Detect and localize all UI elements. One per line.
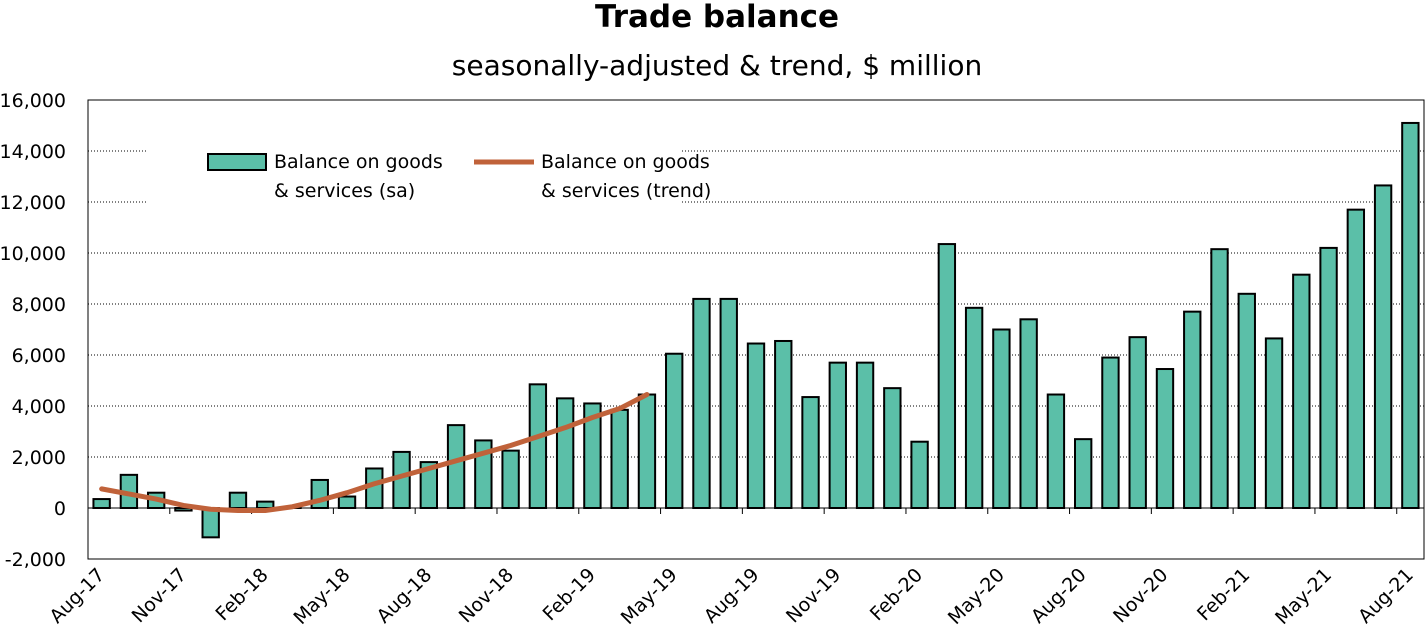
bar-Feb-21 <box>1237 292 1256 509</box>
bar-Jan-21 <box>1210 248 1229 509</box>
plot-area-frame <box>87 99 1425 560</box>
bar-Dec-20 <box>1183 310 1202 509</box>
bar-Nov-19 <box>828 361 847 509</box>
x-tick-label: Aug-17 <box>45 564 109 628</box>
bar-Nov-18 <box>501 449 520 510</box>
bar-Apr-19 <box>637 393 657 509</box>
y-tick-label: 0 <box>54 498 66 520</box>
chart-title: Trade balance <box>595 0 839 35</box>
x-tick-label: May-19 <box>617 564 682 629</box>
bar-May-20 <box>992 328 1011 509</box>
x-tick-label: Nov-20 <box>1109 564 1172 627</box>
x-axis-labels: Aug-17 Nov-17 Feb-18 May-18 Aug-18 Nov-18 Feb-… <box>45 564 1417 629</box>
x-tick-label: Aug-18 <box>373 564 437 628</box>
y-tick-label: 14,000 <box>0 141 66 163</box>
y-tick-label: -2,000 <box>5 549 66 571</box>
bar-Jul-19 <box>719 297 738 509</box>
bar-Apr-21 <box>1292 273 1311 509</box>
legend-label-trend-line1: Balance on goods <box>541 151 710 173</box>
bar-May-19 <box>665 352 684 510</box>
x-tick-label: Feb-18 <box>211 564 272 625</box>
legend-swatch-sa <box>207 153 267 171</box>
y-tick-label: 4,000 <box>12 396 66 418</box>
trend-line-series <box>99 392 650 514</box>
bar-Jun-20 <box>1019 318 1038 509</box>
bar-Aug-19 <box>746 342 766 509</box>
bar-Aug-17 <box>92 498 111 510</box>
y-tick-label: 8,000 <box>12 294 66 316</box>
bar-Dec-18 <box>528 383 548 509</box>
legend-label-sa-line1: Balance on goods <box>274 151 443 173</box>
bar-Jul-20 <box>1046 393 1066 509</box>
bar-Jun-19 <box>692 297 711 509</box>
x-tick-label: Feb-20 <box>866 564 927 625</box>
bar-Sep-18 <box>446 424 466 510</box>
x-tick-label: Aug-21 <box>1354 564 1418 628</box>
bar-Oct-20 <box>1128 336 1147 509</box>
x-tick-label: Nov-19 <box>782 564 845 627</box>
x-tick-label: Aug-19 <box>700 564 764 628</box>
bar-Jan-20 <box>883 387 902 509</box>
y-tick-label: 16,000 <box>0 90 66 112</box>
legend-background <box>148 138 680 208</box>
x-tick-label: May-20 <box>944 564 1009 629</box>
trend-line <box>99 392 650 514</box>
bar-series <box>92 121 1420 539</box>
y-tick-label: 6,000 <box>12 345 66 367</box>
legend-label-sa-line2: & services (sa) <box>274 180 415 202</box>
x-tick-label: Nov-18 <box>455 564 518 627</box>
y-tick-label: 2,000 <box>12 447 66 469</box>
bar-Dec-17 <box>201 507 220 539</box>
bar-Dec-19 <box>855 361 875 509</box>
bar-Jan-18 <box>228 491 248 510</box>
legend-label-trend-line2: & services (trend) <box>541 180 711 202</box>
bar-Jun-21 <box>1346 208 1366 509</box>
y-tick-label: 12,000 <box>0 192 66 214</box>
x-tick-label: May-21 <box>1271 564 1336 629</box>
bar-Aug-20 <box>1074 438 1093 509</box>
y-tick-label: 10,000 <box>0 243 66 265</box>
bar-Mar-19 <box>610 408 629 510</box>
x-tick-label: Feb-19 <box>539 564 600 625</box>
x-tick-label: Nov-17 <box>128 564 191 627</box>
x-tick-label: Feb-21 <box>1193 564 1254 625</box>
x-tick-label: May-18 <box>290 564 355 629</box>
bar-Feb-20 <box>910 440 929 510</box>
y-axis-labels: -2,000 0 2,000 4,000 6,000 8,000 10,000 12,000 1… <box>0 90 66 571</box>
bar-Sep-19 <box>774 339 793 510</box>
bar-Apr-20 <box>964 306 984 509</box>
bar-Nov-20 <box>1155 368 1175 509</box>
bar-Jan-19 <box>555 397 575 510</box>
legend: Balance on goods & services (sa) Balance… <box>148 138 711 208</box>
bar-May-21 <box>1319 246 1338 509</box>
bar-Mar-21 <box>1264 337 1284 510</box>
bar-Mar-20 <box>937 243 957 509</box>
chart-subtitle: seasonally-adjusted & trend, $ million <box>452 49 982 82</box>
bar-May-18 <box>337 495 357 509</box>
bar-Jul-21 <box>1373 184 1393 509</box>
bar-Aug-21 <box>1401 121 1420 509</box>
x-tick-label: Aug-20 <box>1027 564 1091 628</box>
bar-Oct-19 <box>801 396 820 510</box>
bar-Feb-18 <box>256 500 275 510</box>
bar-Sep-20 <box>1101 356 1120 509</box>
